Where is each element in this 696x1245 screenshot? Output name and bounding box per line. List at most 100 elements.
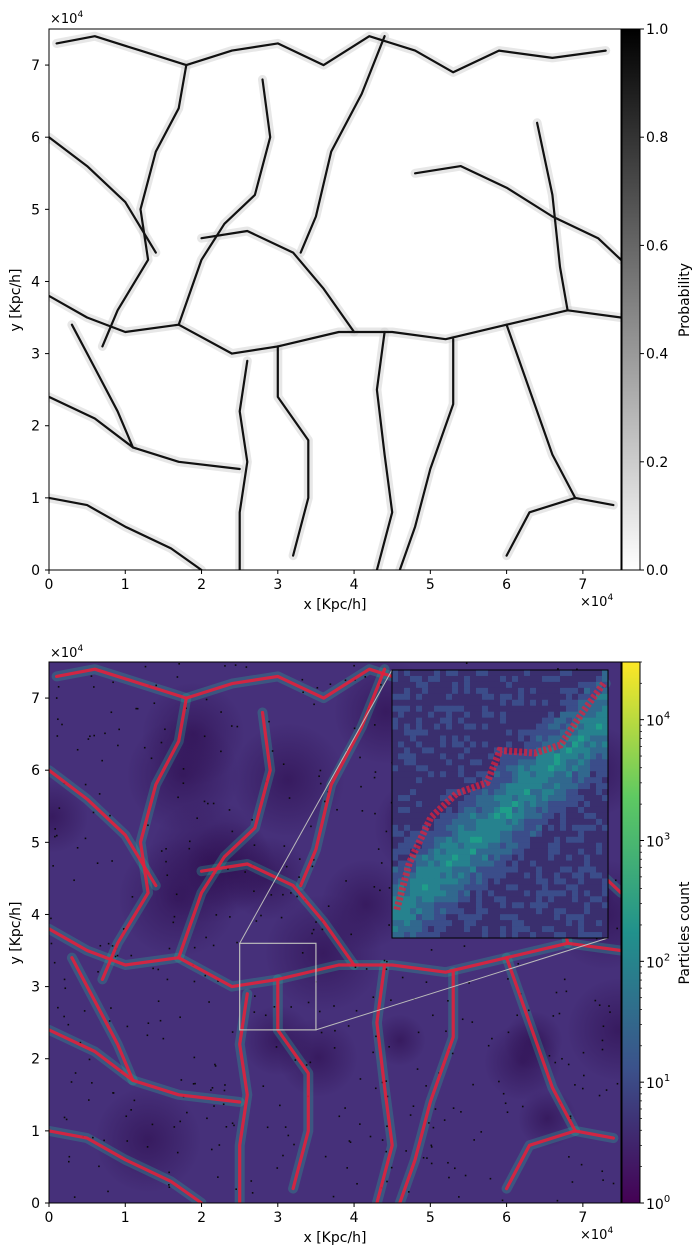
- inset-cell: [596, 741, 603, 748]
- y-tick-label: 0: [31, 563, 40, 579]
- halo-point: [350, 933, 353, 936]
- inset-cell: [494, 681, 501, 689]
- inset-cell: [416, 717, 423, 724]
- inset-cell: [530, 789, 537, 796]
- inset-cell: [566, 866, 573, 873]
- inset-cell: [584, 854, 591, 861]
- halo-point: [212, 944, 215, 947]
- inset-cell: [506, 824, 513, 832]
- inset-cell: [470, 741, 477, 748]
- halo-point: [554, 1061, 557, 1064]
- inset-cell: [512, 723, 519, 730]
- inset-cell: [416, 693, 423, 701]
- inset-cell: [446, 842, 453, 849]
- inset-cell: [518, 848, 525, 855]
- inset-cell: [596, 860, 603, 867]
- halo-point: [501, 1199, 504, 1202]
- halo-point: [374, 812, 376, 815]
- inset-cell: [458, 747, 465, 754]
- inset-cell: [554, 854, 561, 861]
- inset-cell: [416, 783, 423, 790]
- inset-cell: [452, 765, 459, 772]
- inset-cell: [560, 920, 567, 927]
- inset-cell: [392, 711, 399, 718]
- inset-cell: [542, 777, 549, 784]
- inset-cell: [494, 842, 501, 849]
- y-tick-label: 4: [31, 907, 40, 923]
- inset-cell: [488, 789, 495, 796]
- halo-point: [360, 785, 362, 788]
- inset-cell: [548, 878, 555, 885]
- inset-cell: [572, 783, 579, 790]
- inset-cell: [602, 860, 608, 867]
- inset-cell: [416, 747, 423, 754]
- inset-cell: [398, 717, 405, 724]
- inset-cell: [500, 818, 507, 826]
- x-tick-label: 5: [426, 577, 435, 593]
- halo-point: [601, 1039, 604, 1042]
- halo-point: [173, 915, 176, 918]
- inset-cell: [494, 789, 501, 796]
- inset-cell: [416, 836, 423, 844]
- inset-cell: [470, 699, 477, 707]
- inset-cell: [524, 789, 531, 796]
- inset-cell: [428, 818, 435, 826]
- halo-point: [583, 1074, 585, 1077]
- inset-cell: [452, 735, 459, 742]
- inset-cell: [512, 824, 519, 832]
- inset-cell: [392, 878, 399, 885]
- inset-cell: [518, 806, 525, 814]
- halo-point: [374, 771, 377, 773]
- inset-cell: [506, 830, 513, 838]
- inset-cell: [548, 753, 555, 760]
- inset-cell: [470, 842, 477, 849]
- inset-cell: [440, 848, 447, 855]
- inset-cell: [560, 896, 567, 903]
- filament-map: [49, 31, 621, 570]
- inset-cell: [548, 729, 555, 736]
- inset-cell: [452, 824, 459, 832]
- inset-cell: [578, 759, 585, 766]
- inset-cell: [524, 902, 531, 909]
- x-tick-label: 4: [350, 577, 359, 593]
- inset-cell: [578, 920, 585, 927]
- inset-cell: [440, 783, 447, 790]
- inset-cell: [464, 735, 471, 742]
- inset-cell: [506, 675, 513, 683]
- halo-point: [383, 959, 386, 962]
- inset-cell: [590, 717, 597, 724]
- inset-cell: [458, 806, 465, 814]
- inset-cell: [536, 902, 543, 909]
- halo-point: [122, 928, 125, 930]
- halo-point: [130, 954, 133, 957]
- inset-cell: [404, 830, 411, 838]
- inset-cell: [416, 890, 423, 897]
- halo-point: [548, 1054, 551, 1057]
- inset-cell: [458, 812, 465, 820]
- inset-cell: [422, 836, 429, 844]
- inset-cell: [524, 771, 531, 778]
- inset-cell: [434, 860, 441, 867]
- inset-cell: [494, 670, 501, 677]
- halo-point: [407, 1191, 410, 1193]
- inset-cell: [530, 747, 537, 754]
- inset-cell: [494, 729, 501, 736]
- inset-cell: [494, 908, 501, 915]
- halo-point: [324, 1155, 327, 1158]
- inset-cell: [482, 670, 489, 677]
- halo-point: [310, 825, 312, 828]
- inset-cell: [584, 759, 591, 766]
- inset-cell: [464, 890, 471, 897]
- inset-cell: [530, 836, 537, 844]
- inset-cell: [560, 872, 567, 879]
- halo-point: [55, 697, 58, 699]
- inset-cell: [506, 681, 513, 689]
- inset-cell: [422, 783, 429, 790]
- inset-cell: [416, 741, 423, 748]
- inset-cell: [566, 765, 573, 772]
- inset-cell: [584, 842, 591, 849]
- inset-cell: [596, 735, 603, 742]
- inset-cell: [536, 812, 543, 820]
- inset-cell: [392, 681, 399, 689]
